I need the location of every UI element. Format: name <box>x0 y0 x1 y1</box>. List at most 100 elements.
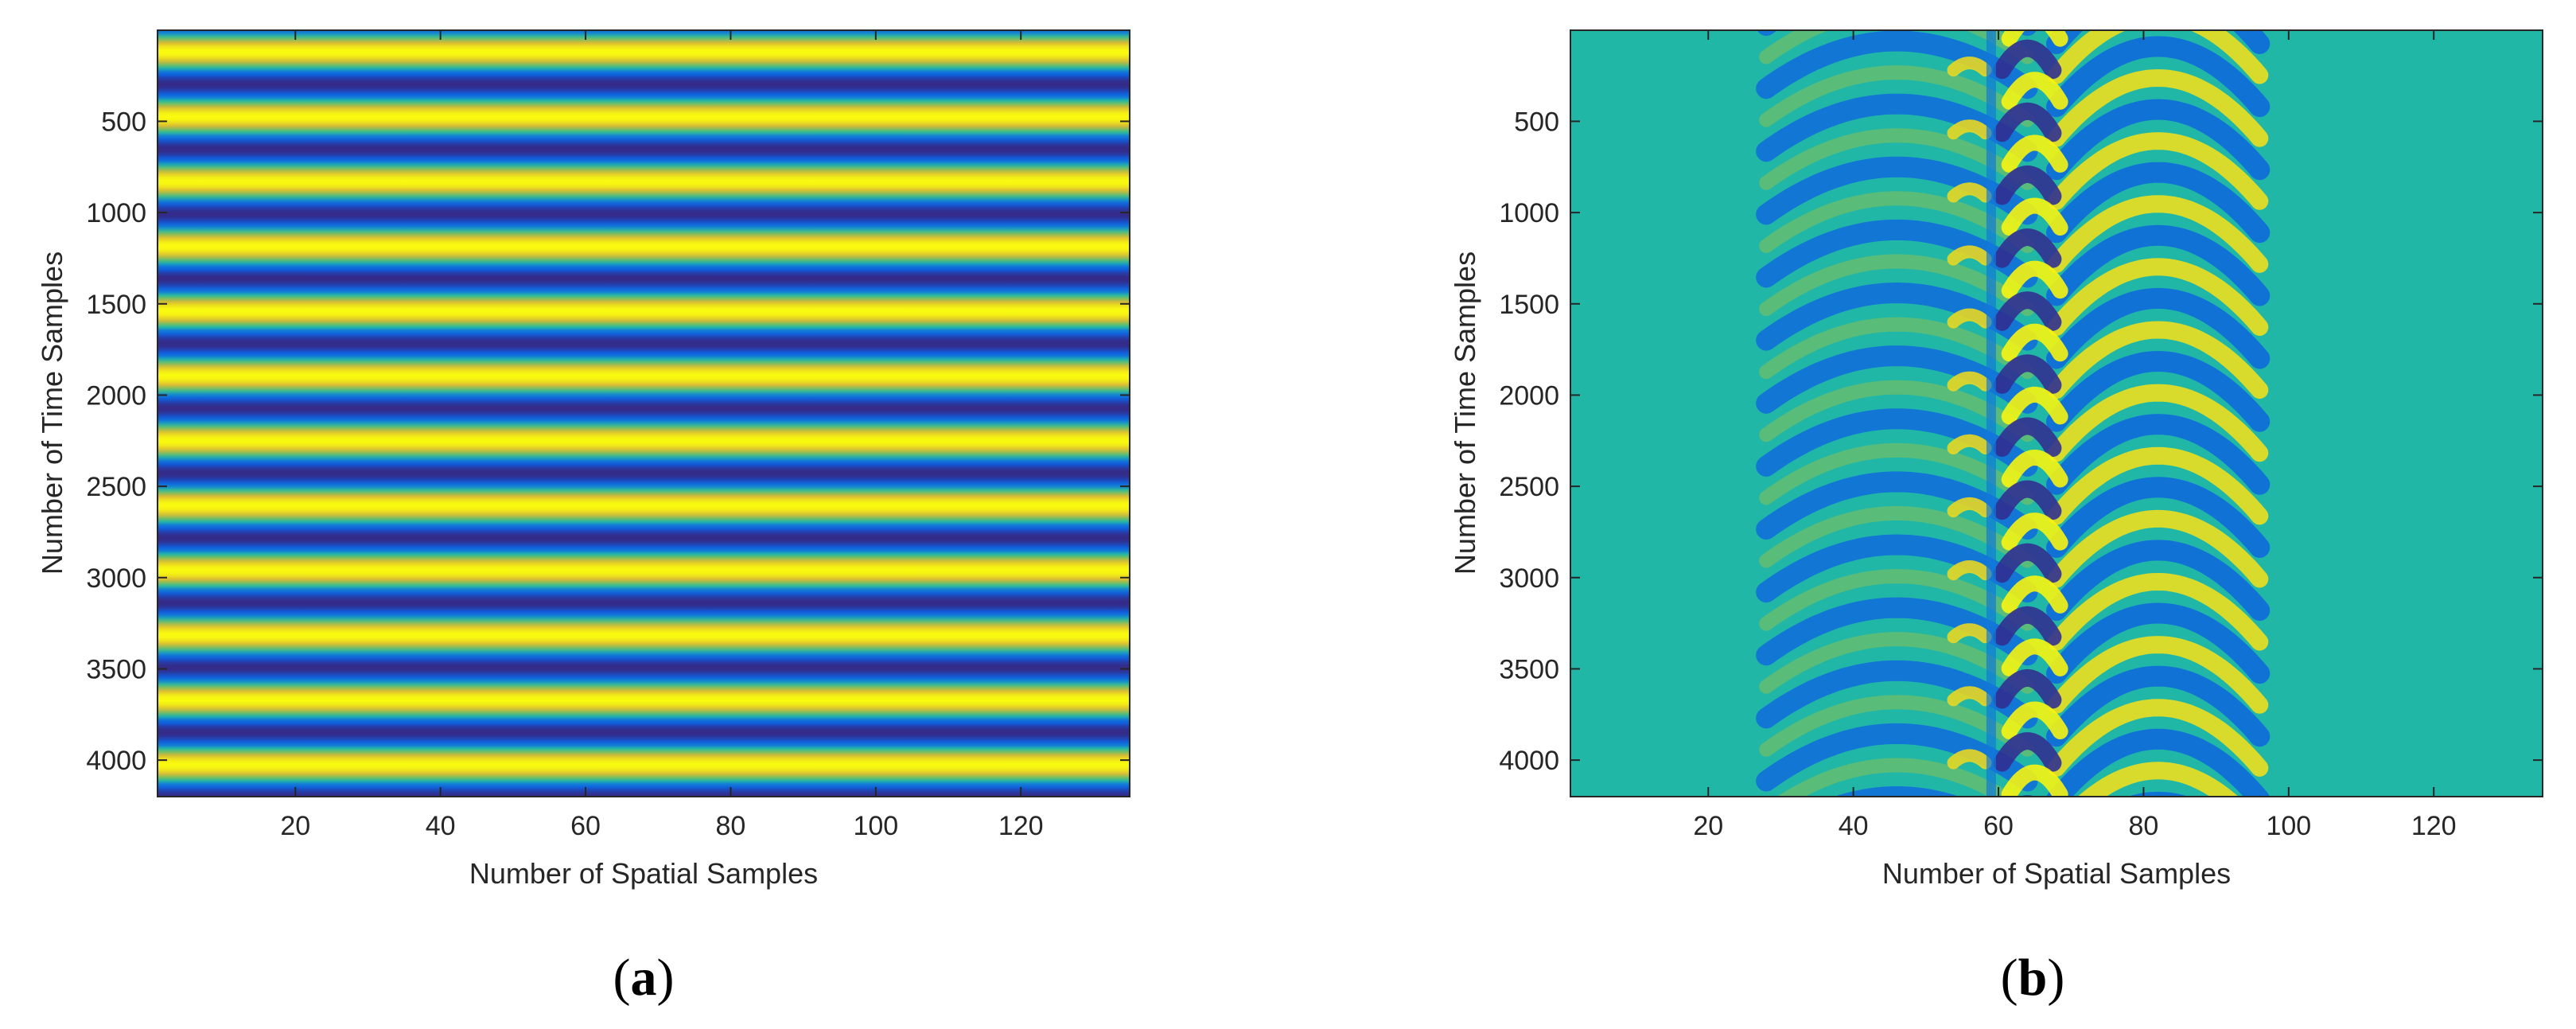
nearfield-left-spot <box>1947 497 1992 518</box>
nearfield-right-bright <box>2001 134 2068 173</box>
nearfield-right-dark <box>1993 417 2062 457</box>
discontinuity-column <box>1986 30 1996 797</box>
x-tick-label: 40 <box>1839 811 1869 841</box>
heatmap-b-y-axis-label: Number of Time Samples <box>1449 251 1481 575</box>
nearfield-right-dark <box>1993 102 2062 142</box>
wavefront-left-crest <box>1759 65 2035 127</box>
wavefront-right-trough <box>2046 350 2271 432</box>
panel-b-label-open: ( <box>2001 949 2018 1007</box>
nearfield-right-bright <box>2001 72 2068 110</box>
heatmap-a-plot-area <box>158 30 1130 797</box>
nearfield-left-spot <box>1947 559 1992 581</box>
nearfield-right-bright <box>2010 898 2060 921</box>
nearfield-right-dark <box>1993 39 2062 80</box>
nearfield-left-spot <box>1947 623 1992 644</box>
nearfield-right-dark <box>1993 543 2062 583</box>
x-tick-label: 20 <box>280 811 310 841</box>
wavefront-right-trough <box>2046 99 2271 181</box>
panel-b-label-letter: b <box>2018 949 2048 1007</box>
wavefront-left-crest <box>1759 505 2035 568</box>
wavefront-left-crest <box>1759 128 2035 190</box>
nearfield-left-spot <box>1947 245 1992 266</box>
x-tick-label: 100 <box>2266 811 2311 841</box>
y-tick-label: 3500 <box>86 654 146 684</box>
heatmap-a-y-axis-label: Number of Time Samples <box>36 251 68 575</box>
nearfield-left-spot <box>1947 308 1992 329</box>
nearfield-right-bright <box>2001 513 2068 551</box>
nearfield-right-dark <box>1993 480 2062 520</box>
panel-b-label-close: ) <box>2047 949 2064 1007</box>
heatmap-b-x-ticks: 20 40 60 80 100 120 <box>1693 30 2457 841</box>
nearfield-left-spot <box>1947 182 1992 203</box>
y-tick-label: 1500 <box>1499 290 1559 320</box>
panel-b: 20 40 60 80 100 120 500 1000 1500 2000 2500 3000 35… <box>1449 0 2543 1007</box>
y-tick-label: 2500 <box>1499 472 1559 502</box>
nearfield-right-dark <box>1993 606 2062 646</box>
wavefront-right-trough <box>2046 287 2271 369</box>
nearfield-left-spot <box>1954 819 1986 826</box>
y-tick-label: 1500 <box>86 290 146 320</box>
nearfield-right-bright <box>2010 836 2060 858</box>
nearfield-right-dark <box>1993 668 2062 709</box>
nearfield-right-dark <box>1993 228 2062 268</box>
heatmap-a-x-axis-label: Number of Spatial Samples <box>469 857 818 890</box>
nearfield-right-bright <box>2001 386 2068 425</box>
nearfield-right-bright <box>2001 638 2068 676</box>
wavefront-right-crest <box>2048 384 2269 462</box>
nearfield-right-bright <box>2001 701 2068 739</box>
wavefront-left-crest <box>1766 891 2027 939</box>
nearfield-left-spot <box>1947 371 1992 392</box>
x-tick-label: 100 <box>853 811 898 841</box>
heatmap-a-frame <box>157 29 1130 797</box>
nearfield-right-bright <box>2001 449 2068 488</box>
panel-b-label: (b) <box>2001 949 2065 1007</box>
panel-a-label-open: ( <box>613 949 631 1007</box>
nearfield-right-dark <box>1993 165 2062 205</box>
nearfield-left-spot <box>1947 434 1992 454</box>
wavefront-right-crest <box>2048 446 2269 525</box>
wavefront-left-crest <box>1759 317 2035 380</box>
nearfield-right-bright <box>2001 575 2068 614</box>
nearfield-right-dark <box>1993 732 2062 772</box>
wavefront-right-trough <box>2046 477 2271 558</box>
wavefront-right-crest <box>2048 321 2269 400</box>
nearfield-left-spot <box>1947 686 1992 707</box>
wavefront-left-crest <box>1759 632 2035 694</box>
wavefront-right-trough <box>2046 540 2271 622</box>
wavefront-left-crest <box>1759 442 2035 505</box>
nearfield-left-spot <box>1947 749 1992 770</box>
wavefront-left-crest <box>1759 380 2035 442</box>
wavefront-left-crest <box>1759 191 2035 253</box>
nearfield-left-spot <box>1954 0 1986 7</box>
wavefront-right-crest <box>2048 509 2269 588</box>
wavefront-right-trough <box>2046 414 2271 495</box>
y-tick-label: 1000 <box>86 198 146 228</box>
wavefront-right-trough <box>2046 162 2271 244</box>
x-tick-label: 60 <box>1983 811 2014 841</box>
wavefront-right-crest <box>2048 195 2269 273</box>
wavefront-right-trough <box>2046 36 2271 118</box>
y-tick-label: 3000 <box>1499 563 1559 594</box>
nearfield-right-bright <box>2001 197 2068 236</box>
wavefront-right-crest <box>2048 132 2269 210</box>
y-tick-label: 2000 <box>1499 380 1559 411</box>
x-tick-label: 80 <box>2129 811 2159 841</box>
y-tick-label: 2000 <box>86 380 146 411</box>
y-tick-label: 500 <box>101 107 146 137</box>
wavefront-right-crest <box>2048 699 2269 777</box>
wavefront-right-crest <box>2048 30 2269 84</box>
wavefront-right-trough <box>2046 602 2271 684</box>
wavefront-left-crest <box>1776 758 2018 797</box>
wavefront-right-crest <box>2048 258 2269 336</box>
nearfield-right-bright <box>2001 764 2068 797</box>
wavefront-left-crest <box>1759 695 2035 757</box>
wavefront-left-trough <box>1757 30 2037 36</box>
y-tick-label: 4000 <box>1499 746 1559 776</box>
x-tick-label: 60 <box>570 811 601 841</box>
wavefront-right-crest <box>2048 636 2269 714</box>
wavefront-left-crest <box>1759 254 2035 317</box>
nearfield-left-spot <box>1947 57 1992 77</box>
heatmap-b-frame <box>1570 29 2543 797</box>
nearfield-right-dark <box>2002 0 2053 7</box>
